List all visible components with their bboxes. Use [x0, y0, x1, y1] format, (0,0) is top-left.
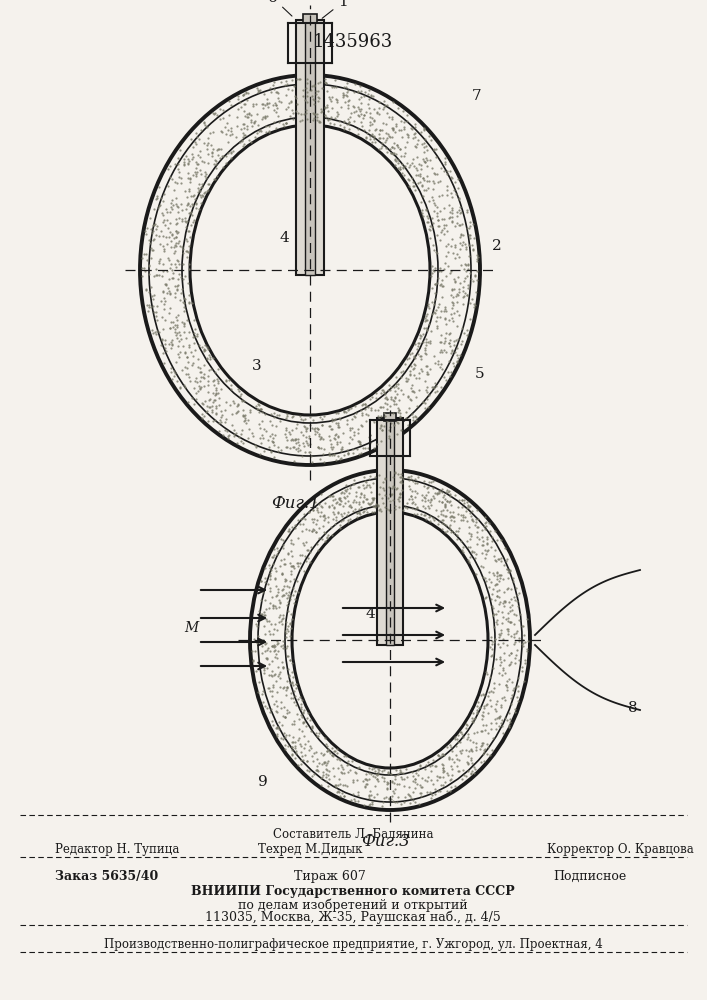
Text: Редактор Н. Тупица: Редактор Н. Тупица: [55, 843, 180, 856]
Text: 1435963: 1435963: [313, 33, 393, 51]
Text: 4: 4: [366, 607, 375, 621]
Text: Подписное: Подписное: [554, 870, 626, 883]
Text: Техред М.Дидык: Техред М.Дидык: [258, 843, 362, 856]
Bar: [303, 14, 317, 23]
Text: 2: 2: [492, 239, 502, 253]
Bar: [386, 418, 394, 645]
Text: 6: 6: [268, 0, 292, 16]
Text: 8: 8: [628, 701, 638, 715]
Bar: [384, 413, 396, 421]
Text: 9: 9: [258, 775, 268, 789]
Bar: [377, 418, 403, 645]
Text: 4: 4: [280, 231, 290, 245]
Text: 5: 5: [475, 367, 484, 381]
Bar: [305, 20, 315, 275]
Text: 3: 3: [252, 359, 262, 373]
Bar: [296, 20, 324, 275]
Text: ВНИИПИ Государственного комитета СССР: ВНИИПИ Государственного комитета СССР: [191, 885, 515, 898]
Text: по делам изобретений и открытий: по делам изобретений и открытий: [238, 898, 468, 912]
Text: Фиг.1: Фиг.1: [271, 494, 320, 512]
Text: 1: 1: [322, 0, 348, 18]
Text: Составитель Л. Балянина: Составитель Л. Балянина: [273, 828, 433, 841]
Text: Производственно-полиграфическое предприятие, г. Ужгород, ул. Проектная, 4: Производственно-полиграфическое предприя…: [104, 938, 602, 951]
Text: Фиг.3: Фиг.3: [361, 834, 409, 850]
Text: Заказ 5635/40: Заказ 5635/40: [55, 870, 158, 883]
Text: M: M: [184, 621, 198, 635]
Text: 113035, Москва, Ж-35, Раушская наб., д. 4/5: 113035, Москва, Ж-35, Раушская наб., д. …: [205, 911, 501, 924]
Text: Корректор О. Кравцова: Корректор О. Кравцова: [547, 843, 694, 856]
Text: Тираж 607: Тираж 607: [294, 870, 366, 883]
Text: 7: 7: [472, 89, 481, 103]
